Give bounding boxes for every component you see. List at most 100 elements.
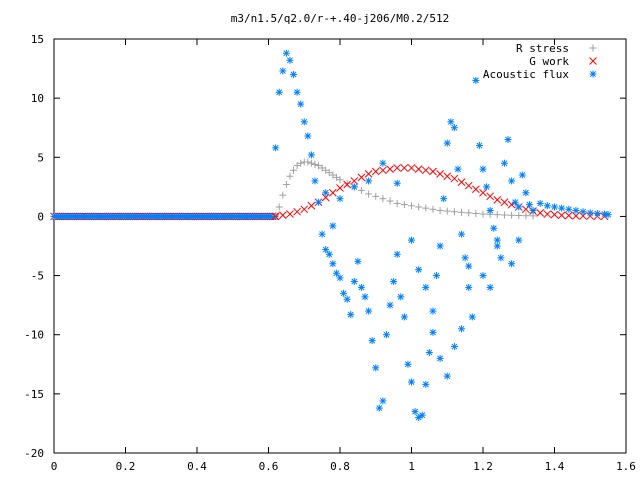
data-point	[422, 283, 430, 291]
data-point	[515, 203, 523, 211]
y-tick-label: 5	[37, 151, 44, 164]
x-tick-label: 1.4	[545, 460, 565, 473]
data-point	[522, 212, 530, 220]
data-point	[429, 167, 437, 176]
x-tick-label: 1.6	[616, 460, 636, 473]
data-point	[400, 313, 408, 321]
data-point	[275, 88, 283, 96]
legend-marker	[589, 44, 597, 52]
data-point	[332, 269, 340, 277]
data-point	[447, 118, 455, 126]
data-point	[604, 211, 612, 219]
data-point	[436, 354, 444, 362]
data-point	[343, 295, 351, 303]
data-point	[307, 151, 315, 159]
data-point	[536, 199, 544, 207]
data-point	[272, 211, 280, 219]
data-point	[465, 209, 473, 217]
data-point	[429, 307, 437, 315]
data-point	[468, 313, 476, 321]
y-tick-label: -20	[24, 447, 44, 460]
data-point	[368, 337, 376, 345]
data-point	[443, 372, 451, 380]
data-point	[386, 165, 394, 173]
data-point	[350, 183, 358, 191]
data-point	[493, 242, 501, 250]
data-point	[497, 254, 505, 262]
data-point	[325, 169, 333, 177]
data-point	[479, 210, 487, 218]
data-point	[558, 204, 566, 212]
data-point	[458, 325, 466, 333]
plot-area	[53, 38, 627, 454]
data-point	[271, 212, 279, 220]
data-point	[357, 186, 365, 194]
data-point	[354, 257, 362, 265]
data-point	[386, 197, 394, 205]
data-point	[304, 158, 312, 166]
data-point	[479, 272, 487, 280]
data-point	[322, 166, 330, 174]
data-point	[508, 211, 516, 219]
data-point	[593, 209, 601, 217]
data-point	[551, 203, 558, 211]
data-point	[433, 272, 441, 280]
data-point	[297, 159, 305, 167]
data-point	[515, 211, 523, 219]
data-point	[336, 184, 344, 192]
data-point	[343, 180, 352, 189]
data-point	[322, 189, 330, 197]
data-point	[318, 230, 326, 238]
data-point	[475, 141, 483, 149]
data-point	[340, 289, 348, 297]
data-point	[336, 195, 344, 203]
data-point	[564, 211, 573, 220]
data-point	[372, 192, 380, 200]
data-point	[483, 183, 491, 191]
data-point	[328, 188, 337, 197]
data-point	[290, 70, 298, 78]
data-point	[436, 169, 444, 178]
data-point	[415, 414, 423, 422]
data-point	[500, 159, 508, 167]
data-point	[450, 208, 458, 216]
data-point	[282, 49, 290, 57]
data-point	[293, 162, 301, 170]
series-layer	[50, 49, 612, 422]
data-point	[486, 207, 494, 215]
data-point	[357, 283, 365, 291]
y-tick-label: -10	[24, 329, 44, 342]
data-point	[325, 250, 333, 258]
data-point	[414, 165, 423, 173]
data-point	[379, 159, 387, 167]
data-point	[440, 195, 448, 203]
data-point	[450, 174, 459, 183]
y-tick-label: 15	[31, 33, 44, 46]
data-point	[418, 411, 426, 419]
data-point	[500, 198, 509, 207]
x-tick-label: 0.6	[259, 460, 279, 473]
data-point	[493, 211, 501, 219]
data-point	[393, 199, 401, 207]
y-tick-label: -15	[24, 388, 44, 401]
data-point	[365, 177, 373, 185]
data-point	[286, 56, 294, 64]
x-tick-label: 1.2	[473, 460, 493, 473]
data-point	[458, 208, 466, 216]
data-point	[364, 169, 373, 178]
data-point	[371, 167, 380, 176]
data-point	[300, 205, 309, 214]
data-point	[422, 380, 430, 388]
data-point	[518, 171, 526, 179]
data-point	[279, 191, 287, 199]
y-tick-label: 0	[37, 210, 44, 223]
data-point	[511, 198, 519, 206]
data-point	[336, 274, 344, 282]
data-point	[372, 364, 380, 372]
data-point	[421, 166, 430, 175]
data-point	[407, 164, 416, 172]
data-point	[522, 189, 530, 197]
